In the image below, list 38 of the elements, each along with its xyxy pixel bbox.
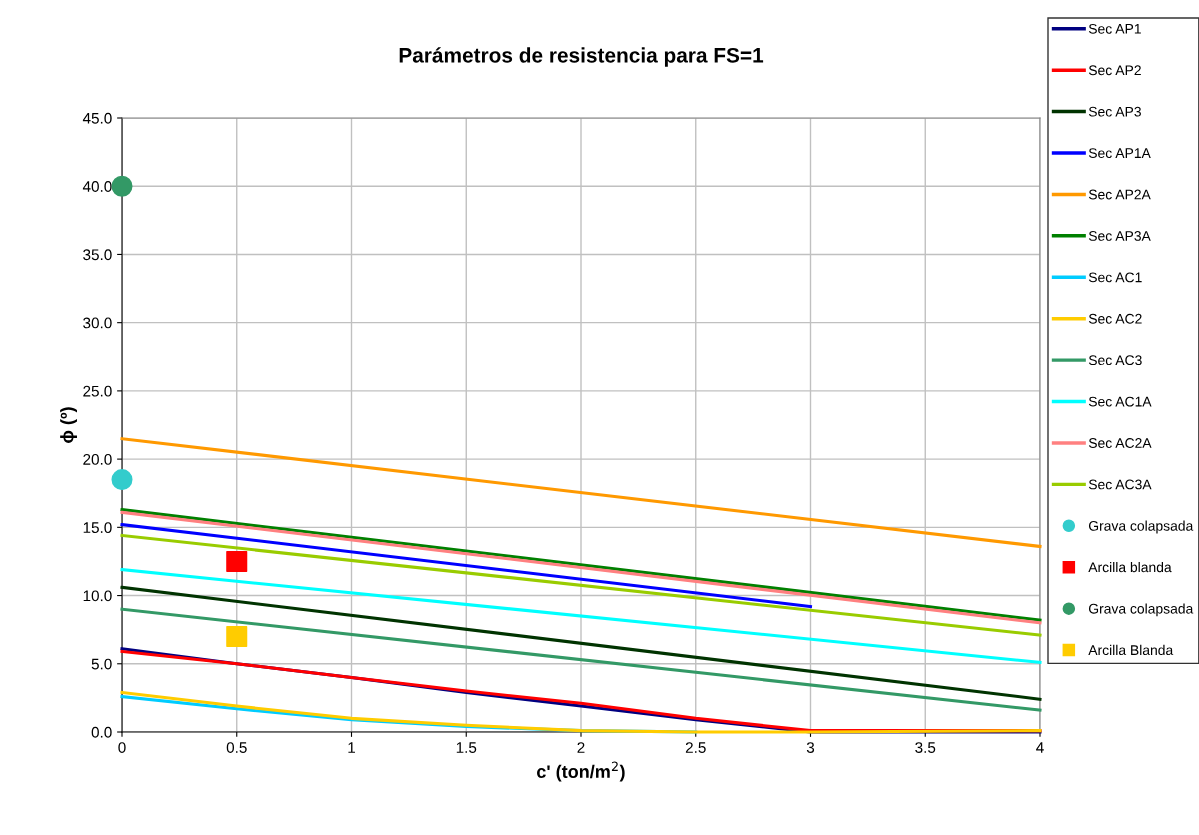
legend-label: Sec AP3	[1088, 106, 1141, 117]
x-tick-label: 4	[1036, 742, 1044, 753]
x-tick-label: 2	[577, 742, 585, 753]
legend-label: Sec AP2A	[1088, 189, 1151, 200]
legend-label: Sec AP3A	[1088, 231, 1151, 241]
legend-label: Sec AC1A	[1088, 396, 1152, 407]
legend-label: Grava colapsada	[1088, 603, 1194, 617]
y-tick-label: 25.0	[83, 385, 112, 397]
x-tick-label: 0	[118, 742, 126, 753]
y-tick-label: 45.0	[82, 112, 112, 124]
legend-label: Arcilla blanda	[1088, 562, 1172, 573]
y-tick-label: 10.0	[83, 590, 112, 602]
legend-label: Arcilla Blanda	[1088, 644, 1174, 656]
x-axis-title: c' (ton/m$^{2}$)	[537, 761, 625, 782]
legend-label: Sec AP1	[1088, 23, 1141, 34]
x-tick-label: 2.5	[685, 742, 706, 753]
x-tick-label: 3	[806, 742, 815, 753]
x-tick-label: 1	[348, 742, 355, 753]
y-tick-label: 40.0	[82, 181, 112, 192]
legend-label: Sec AC1	[1088, 272, 1142, 283]
y-tick-label: 5.0	[91, 658, 112, 670]
legend-label: Grava colapsada	[1088, 520, 1194, 534]
y-tick-label: 0.0	[91, 726, 112, 738]
x-tick-label: 1.5	[456, 742, 477, 753]
x-tick-label: 0.5	[226, 742, 247, 753]
y-tick-label: 35.0	[83, 249, 112, 261]
legend-label: Sec AC3A	[1088, 479, 1152, 490]
x-tick-label: 3.5	[915, 742, 936, 753]
legend-label: Sec AC2	[1088, 313, 1142, 324]
legend-label: Sec AC3	[1088, 355, 1142, 366]
y-axis-title: ϕ (º)	[60, 407, 77, 443]
legend-label: Sec AC2A	[1088, 438, 1152, 448]
legend-label: Sec AP1A	[1088, 148, 1151, 159]
y-tick-label: 30.0	[83, 317, 112, 329]
chart-title: Parámetros de resistencia para FS=1	[399, 47, 764, 67]
legend-label: Sec AP2	[1088, 65, 1141, 76]
y-tick-label: 20.0	[83, 453, 112, 465]
y-tick-label: 15.0	[83, 522, 112, 534]
